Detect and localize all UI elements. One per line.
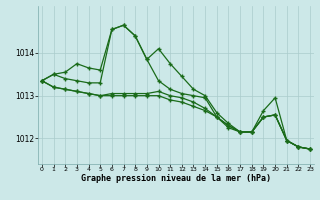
X-axis label: Graphe pression niveau de la mer (hPa): Graphe pression niveau de la mer (hPa) [81,174,271,183]
